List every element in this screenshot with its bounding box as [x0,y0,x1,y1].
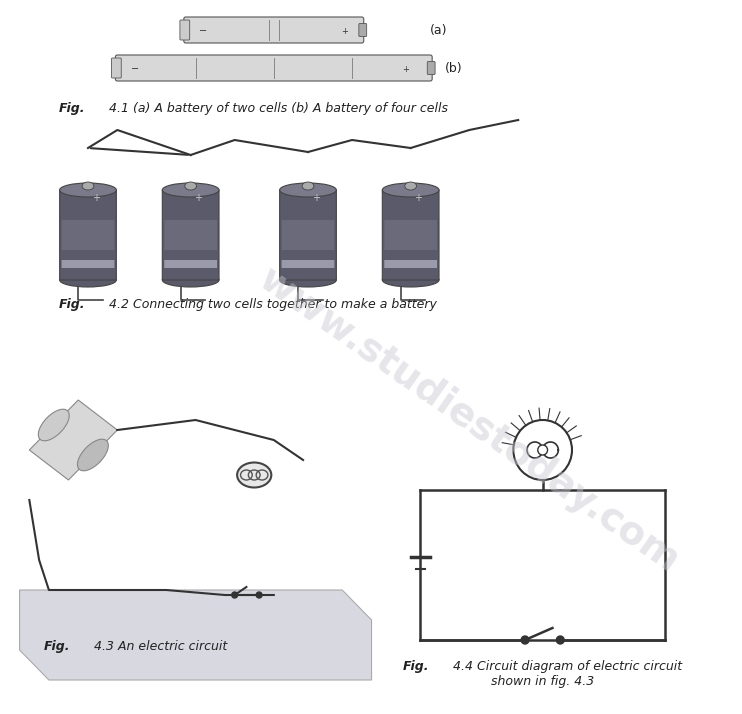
FancyBboxPatch shape [162,190,219,280]
Text: Fig.: Fig. [59,102,85,115]
FancyBboxPatch shape [164,260,217,268]
Ellipse shape [185,182,197,190]
Text: −: − [200,26,208,36]
Ellipse shape [162,273,219,287]
FancyBboxPatch shape [111,58,121,78]
Text: 4.4 Circuit diagram of electric circuit: 4.4 Circuit diagram of electric circuit [437,660,682,673]
Text: Fig.: Fig. [403,660,430,673]
Text: +: + [341,26,347,36]
Text: (b): (b) [445,61,462,74]
Ellipse shape [39,409,69,441]
Text: (a): (a) [430,24,447,36]
FancyBboxPatch shape [280,190,336,280]
Ellipse shape [382,273,439,287]
Circle shape [538,445,548,455]
Ellipse shape [302,182,314,190]
Ellipse shape [162,183,219,197]
Text: Fig.: Fig. [59,298,85,311]
Ellipse shape [237,463,272,488]
FancyBboxPatch shape [180,20,190,40]
FancyBboxPatch shape [427,61,435,74]
FancyBboxPatch shape [359,24,367,36]
FancyBboxPatch shape [59,190,116,280]
Text: shown in fig. 4.3: shown in fig. 4.3 [491,675,594,688]
Circle shape [556,636,564,644]
Text: Fig.: Fig. [44,640,70,653]
Circle shape [256,592,262,598]
Ellipse shape [59,273,116,287]
Text: +: + [402,64,409,74]
Text: +: + [415,193,422,203]
Ellipse shape [82,182,94,190]
FancyBboxPatch shape [62,220,114,250]
Text: www.studiestoday.com: www.studiestoday.com [252,260,687,580]
Ellipse shape [280,183,336,197]
FancyBboxPatch shape [382,190,439,280]
Text: 4.1 (a) A battery of two cells (b) A battery of four cells: 4.1 (a) A battery of two cells (b) A bat… [93,102,448,115]
FancyBboxPatch shape [164,220,217,250]
Text: +: + [194,193,203,203]
Ellipse shape [405,182,416,190]
FancyBboxPatch shape [384,260,437,268]
FancyBboxPatch shape [384,220,437,250]
FancyBboxPatch shape [115,55,432,81]
Text: +: + [92,193,100,203]
Text: 4.2 Connecting two cells together to make a battery: 4.2 Connecting two cells together to mak… [93,298,437,311]
Circle shape [521,636,529,644]
Ellipse shape [382,183,439,197]
Circle shape [513,420,572,480]
Ellipse shape [59,183,116,197]
FancyBboxPatch shape [62,260,114,268]
Text: −: − [131,64,139,74]
Text: 4.3 An electric circuit: 4.3 An electric circuit [78,640,228,653]
Ellipse shape [280,273,336,287]
FancyBboxPatch shape [282,220,335,250]
Ellipse shape [77,439,108,471]
Text: +: + [312,193,320,203]
Polygon shape [30,400,117,480]
Polygon shape [19,590,372,680]
Circle shape [232,592,237,598]
FancyBboxPatch shape [282,260,335,268]
FancyBboxPatch shape [184,17,364,43]
